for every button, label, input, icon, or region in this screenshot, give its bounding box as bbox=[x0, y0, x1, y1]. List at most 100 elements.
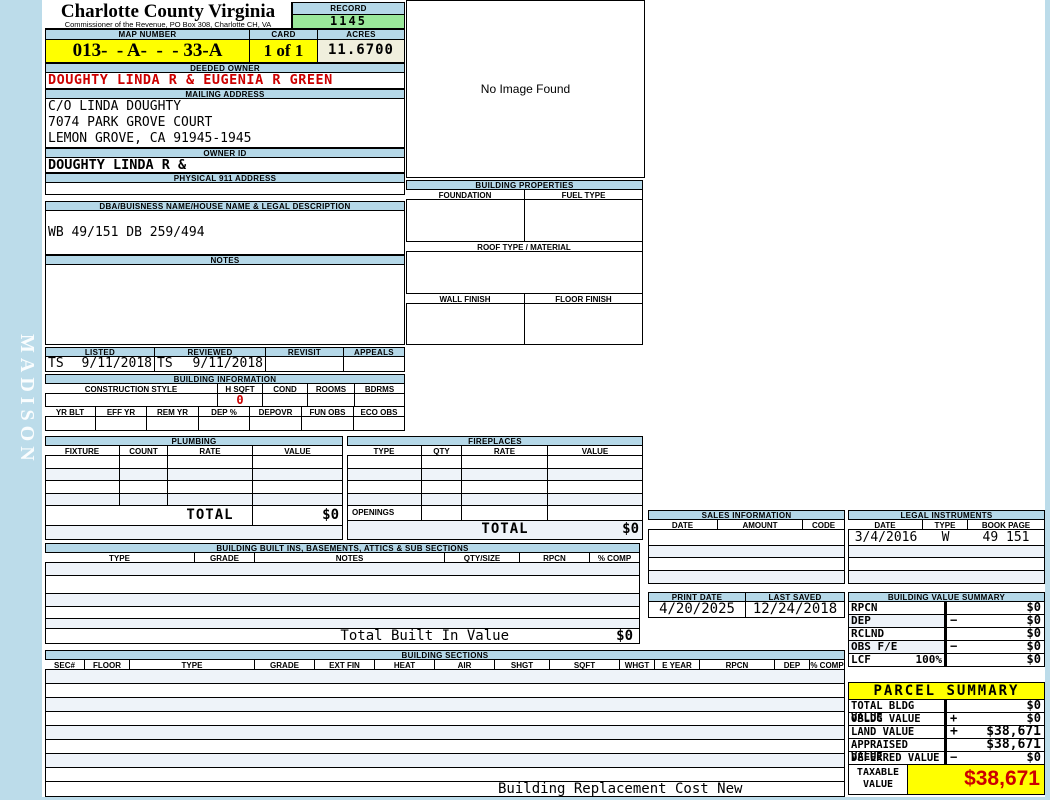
building-value-summary: BUILDING VALUE SUMMARY RPCN $0 DEP − $0 R… bbox=[848, 592, 1045, 667]
openings-label: OPENINGS bbox=[347, 506, 422, 521]
bvs-row: RPCN $0 bbox=[848, 601, 1045, 615]
bvs-title: BUILDING VALUE SUMMARY bbox=[848, 592, 1045, 602]
bi-rpcn-label: RPCN bbox=[520, 553, 590, 563]
hsqft-value: 0 bbox=[218, 394, 263, 407]
acres-label: ACRES bbox=[318, 29, 405, 40]
building-info-title: BUILDING INFORMATION bbox=[45, 374, 405, 384]
sales-title: SALES INFORMATION bbox=[648, 510, 845, 520]
bvs-row-label: RCLND bbox=[848, 628, 945, 641]
record-box: RECORD 1145 bbox=[292, 2, 405, 29]
fp-value-label: VALUE bbox=[548, 446, 643, 456]
plumbing-total-row: TOTAL $0 bbox=[45, 506, 343, 526]
legal-instruments-title: LEGAL INSTRUMENTS bbox=[848, 510, 1045, 520]
heat-label: HEAT bbox=[375, 660, 435, 670]
fireplaces-table: FIREPLACES TYPE QTY RATE VALUE OPENINGS … bbox=[347, 436, 643, 540]
li-type-label: TYPE bbox=[923, 520, 968, 530]
mailing-address-block: C/O LINDA DOUGHTY 7074 PARK GROVE COURT … bbox=[45, 99, 405, 148]
taxable-value-row: TAXABLE VALUE $38,671 bbox=[848, 765, 1045, 795]
bvs-row: RCLND $0 bbox=[848, 627, 1045, 641]
owner-id-value: DOUGHTY LINDA R & bbox=[45, 158, 405, 173]
floor-label: FLOOR bbox=[85, 660, 130, 670]
taxable-value-label: TAXABLE VALUE bbox=[848, 765, 908, 795]
fuel-type-label: FUEL TYPE bbox=[525, 190, 643, 200]
record-label: RECORD bbox=[292, 2, 405, 15]
fireplaces-openings-row: OPENINGS bbox=[347, 506, 643, 521]
bvs-row-value-cell: − $0 bbox=[945, 640, 1045, 654]
parcel-value: $0 bbox=[1026, 750, 1041, 764]
listed-by: TS bbox=[48, 356, 64, 371]
rate-label: RATE bbox=[168, 446, 253, 456]
sales-amount-label: AMOUNT bbox=[718, 520, 803, 530]
builtins-total-label: Total Built In Value bbox=[340, 628, 509, 644]
parcel-row-value-cell: + $0 bbox=[945, 711, 1045, 726]
wall-finish-value bbox=[406, 304, 525, 345]
taxable-value-text: $38,671 bbox=[964, 767, 1040, 790]
count-label: COUNT bbox=[120, 446, 168, 456]
card-value: 1 of 1 bbox=[250, 40, 318, 63]
county-watermark: MADISON bbox=[16, 334, 38, 466]
legal-description-label: DBA/BUISNESS NAME/HOUSE NAME & LEGAL DES… bbox=[45, 201, 405, 211]
bi-type-label: TYPE bbox=[45, 553, 195, 563]
value-label: VALUE bbox=[253, 446, 343, 456]
record-value: 1145 bbox=[292, 15, 405, 29]
builtins-title: BUILDING BUILT INS, BASEMENTS, ATTICS & … bbox=[45, 543, 640, 553]
bvs-row-value-cell: $0 bbox=[945, 601, 1045, 615]
notes-label: NOTES bbox=[45, 255, 405, 265]
reviewed-label: REVIEWED bbox=[155, 347, 266, 357]
listed-label: LISTED bbox=[45, 347, 155, 357]
building-properties-title: BUILDING PROPERTIES bbox=[406, 180, 643, 190]
fixture-label: FIXTURE bbox=[45, 446, 120, 456]
parcel-row-value-cell: − $0 bbox=[945, 750, 1045, 765]
reviewed-value: TS 9/11/2018 bbox=[155, 357, 266, 372]
parcel-row: APPRAISED VALUE $38,671 bbox=[848, 737, 1045, 763]
bvs-row-value-cell: $0 bbox=[945, 627, 1045, 641]
county-header: Charlotte County Virginia Commissioner o… bbox=[45, 2, 292, 29]
li-type-value: W bbox=[941, 530, 950, 545]
parcel-row: OBLDG VALUE + $0 bbox=[848, 711, 1045, 726]
physical-address-label: PHYSICAL 911 ADDRESS bbox=[45, 173, 405, 183]
bvs-row-label: LCF bbox=[851, 653, 871, 666]
ecoobs-label: ECO OBS bbox=[354, 407, 405, 417]
parcel-value: $38,671 bbox=[986, 737, 1041, 752]
plumbing-table: PLUMBING FIXTURE COUNT RATE VALUE TOTAL … bbox=[45, 436, 343, 540]
listed-date: 9/11/2018 bbox=[81, 356, 152, 371]
owner-id-label: OWNER ID bbox=[45, 148, 405, 158]
remyr-label: REM YR bbox=[147, 407, 199, 417]
builtins-total-value: $0 bbox=[616, 628, 633, 644]
fp-qty-label: QTY bbox=[422, 446, 462, 456]
parcel-value: $0 bbox=[1026, 698, 1041, 712]
parcel-summary-title: PARCEL SUMMARY bbox=[848, 682, 1045, 700]
foundation-value bbox=[406, 200, 525, 242]
parcel-row-label: LAND VALUE bbox=[848, 726, 945, 739]
map-header-row: MAP NUMBER CARD ACRES bbox=[45, 29, 405, 40]
parcel-op: + bbox=[950, 724, 958, 739]
yrblt-label: YR BLT bbox=[45, 407, 96, 417]
last-saved-value: 12/24/2018 bbox=[746, 602, 845, 618]
sales-date-label: DATE bbox=[648, 520, 718, 530]
dep-pct-label: DEP % bbox=[199, 407, 250, 417]
appeals-value bbox=[344, 357, 405, 372]
bvs-row-label-cell: LCF 100% bbox=[848, 654, 945, 667]
parcel-row-value-cell: $38,671 bbox=[945, 737, 1045, 752]
parcel-op: − bbox=[950, 750, 958, 764]
bdrms-label: BDRMS bbox=[355, 384, 405, 394]
print-date-value: 4/20/2025 bbox=[648, 602, 746, 618]
plumbing-total-value: $0 bbox=[253, 506, 343, 526]
comp-label: % COMP bbox=[810, 660, 845, 670]
fp-rate-label: RATE bbox=[462, 446, 548, 456]
parcel-value: $0 bbox=[1026, 711, 1041, 725]
bvs-value: $0 bbox=[1026, 613, 1041, 627]
reviewed-date: 9/11/2018 bbox=[192, 356, 263, 371]
bvs-row-label: DEP bbox=[848, 615, 945, 628]
mailing-line: LEMON GROVE, CA 91945-1945 bbox=[48, 131, 252, 146]
parcel-value: $38,671 bbox=[986, 724, 1041, 739]
plumbing-total-label: TOTAL bbox=[168, 506, 253, 526]
building-properties-table: BUILDING PROPERTIES FOUNDATION FUEL TYPE… bbox=[406, 180, 643, 345]
shgt-label: SHGT bbox=[495, 660, 550, 670]
dates-table: PRINT DATE LAST SAVED 4/20/2025 12/24/20… bbox=[648, 592, 845, 618]
effyr-label: EFF YR bbox=[96, 407, 147, 417]
fireplaces-total-value: $0 bbox=[548, 521, 643, 540]
map-value-row: 013- - A- - - 33-A 1 of 1 11.6700 bbox=[45, 40, 405, 63]
map-number-label: MAP NUMBER bbox=[45, 29, 250, 40]
construction-style-value bbox=[45, 394, 218, 407]
